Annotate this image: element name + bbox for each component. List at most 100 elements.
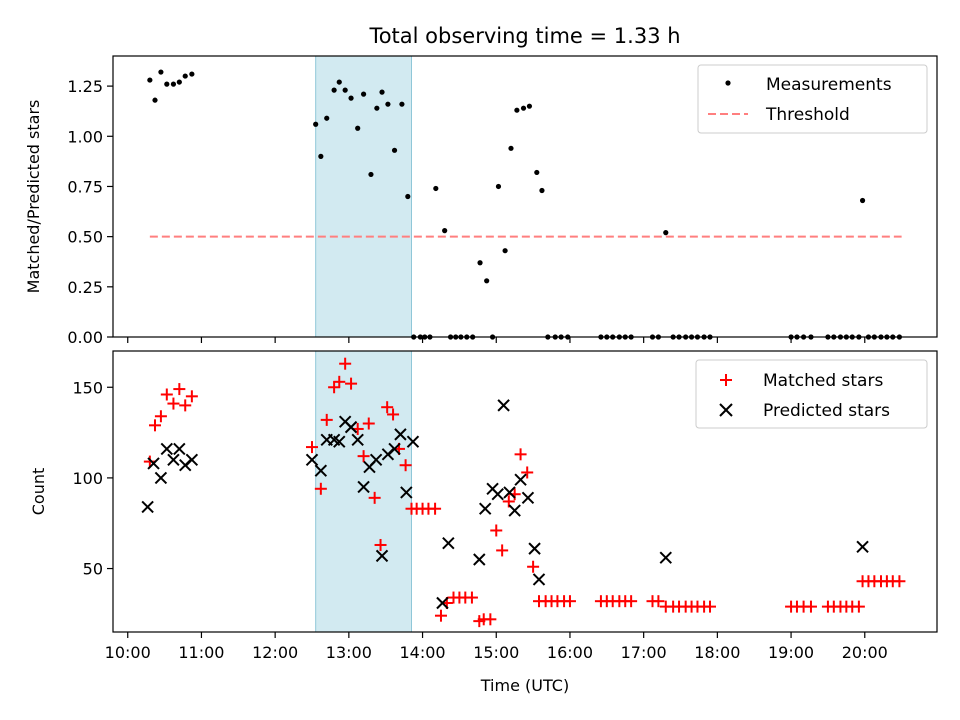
measurement-point bbox=[433, 185, 439, 192]
predicted-star-point bbox=[154, 471, 168, 485]
measurement-point bbox=[360, 91, 367, 97]
matched-star-point bbox=[434, 609, 447, 622]
measurement-point bbox=[182, 73, 188, 79]
x-tick-label: 11:00 bbox=[178, 643, 224, 662]
matched-star-point bbox=[149, 419, 162, 432]
measurement-point bbox=[336, 79, 342, 85]
x-tick-label: 13:00 bbox=[326, 643, 372, 662]
matched-star-point bbox=[703, 600, 716, 613]
measurement-point bbox=[502, 248, 508, 254]
measurement-point bbox=[405, 193, 411, 200]
matched-star-point bbox=[305, 441, 318, 454]
y-tick-label: 0.00 bbox=[67, 328, 103, 347]
predicted-star-point bbox=[344, 420, 358, 434]
measurement-point bbox=[495, 183, 502, 190]
matched-star-point bbox=[484, 613, 497, 626]
predicted-star-point bbox=[314, 464, 328, 477]
y-tick-label: 100 bbox=[72, 469, 103, 488]
legend-measurement-marker bbox=[725, 80, 731, 86]
matched-star-point bbox=[381, 401, 394, 414]
matched-star-point bbox=[496, 544, 509, 557]
predicted-star-point bbox=[532, 573, 546, 586]
measurement-point bbox=[318, 153, 324, 159]
matched-star-point bbox=[333, 375, 346, 388]
matched-star-point bbox=[345, 377, 358, 390]
matched-star-point bbox=[852, 600, 865, 613]
measurement-point bbox=[379, 89, 385, 95]
predicted-star-point bbox=[388, 442, 401, 456]
matched-star-point bbox=[490, 524, 503, 537]
predicted-star-point bbox=[394, 428, 407, 441]
measurement-point bbox=[391, 147, 398, 153]
predicted-star-point bbox=[141, 500, 154, 514]
x-tick-label: 17:00 bbox=[621, 643, 667, 662]
legend-threshold-label: Threshold bbox=[765, 105, 850, 125]
count-highlight-span bbox=[315, 350, 412, 633]
measurement-point bbox=[342, 87, 348, 93]
measurement-point bbox=[147, 77, 153, 83]
predicted-star-point bbox=[160, 442, 174, 456]
y-tick-label: 1.25 bbox=[67, 77, 103, 96]
matched-star-point bbox=[514, 448, 527, 461]
measurement-point bbox=[355, 125, 361, 131]
ratio-legend-box bbox=[697, 64, 928, 134]
measurement-point bbox=[170, 81, 177, 87]
matched-star-point bbox=[167, 397, 180, 410]
predicted-star-point bbox=[528, 542, 541, 555]
measurement-point bbox=[526, 103, 533, 109]
predicted-star-point bbox=[521, 491, 535, 505]
x-tick-label: 18:00 bbox=[694, 643, 740, 662]
measurement-point bbox=[164, 81, 170, 87]
count-legend-box bbox=[695, 359, 928, 429]
count-axes-frame bbox=[112, 350, 938, 633]
legend-predicted-label: Predicted stars bbox=[763, 401, 890, 421]
measurement-point bbox=[484, 278, 490, 284]
measurement-point bbox=[374, 105, 380, 111]
chart-title: Total observing time = 1.33 h bbox=[368, 24, 680, 48]
matched-star-point bbox=[368, 491, 381, 504]
count-y-axis-label: Count bbox=[29, 468, 48, 516]
predicted-star-point bbox=[659, 551, 672, 564]
predicted-star-point bbox=[357, 480, 370, 494]
measurement-point bbox=[368, 171, 374, 178]
ratio-legend: Measurements Threshold bbox=[697, 64, 928, 134]
predicted-star-point bbox=[305, 453, 319, 466]
measurement-point bbox=[477, 260, 483, 266]
matched-star-point bbox=[362, 417, 375, 430]
matched-star-point bbox=[185, 390, 198, 403]
matched-star-point bbox=[521, 466, 534, 479]
predicted-star-point bbox=[478, 502, 492, 515]
legend-matched-marker bbox=[720, 374, 732, 386]
x-tick-label: 14:00 bbox=[399, 643, 445, 662]
x-tick-label: 10:00 bbox=[105, 643, 151, 662]
matched-star-point bbox=[465, 591, 478, 604]
predicted-star-point bbox=[147, 457, 160, 470]
x-tick-label: 16:00 bbox=[547, 643, 593, 662]
legend-matched-label: Matched stars bbox=[763, 371, 883, 391]
matched-star-point bbox=[320, 413, 333, 426]
predicted-star-point bbox=[503, 486, 516, 499]
matched-star-point bbox=[154, 410, 167, 423]
matched-star-point bbox=[314, 482, 327, 495]
matched-star-point bbox=[804, 600, 817, 613]
predicted-star-point bbox=[167, 453, 180, 466]
measurement-point bbox=[313, 121, 319, 127]
measurement-point bbox=[520, 105, 527, 111]
x-tick-label: 15:00 bbox=[473, 643, 519, 662]
measurement-point bbox=[399, 101, 405, 107]
predicted-star-point bbox=[375, 549, 389, 563]
predicted-star-point bbox=[400, 486, 413, 499]
matched-star-point bbox=[328, 381, 341, 394]
legend-measurements-label: Measurements bbox=[766, 75, 892, 95]
ratio-axis-ticks: 0.00 0.25 0.50 0.75 1.00 1.25 bbox=[67, 77, 866, 347]
matched-star-point bbox=[563, 595, 576, 608]
count-x-axis-label: Time (UTC) bbox=[480, 676, 569, 695]
predicted-star-point bbox=[173, 442, 186, 456]
x-tick-label: 19:00 bbox=[768, 643, 814, 662]
x-tick-label: 12:00 bbox=[252, 643, 298, 662]
matched-star-point bbox=[387, 408, 400, 421]
matched-star-point bbox=[160, 388, 173, 401]
predicted-star-point bbox=[185, 453, 199, 466]
measurement-point bbox=[176, 79, 182, 85]
measurement-point bbox=[158, 69, 164, 75]
